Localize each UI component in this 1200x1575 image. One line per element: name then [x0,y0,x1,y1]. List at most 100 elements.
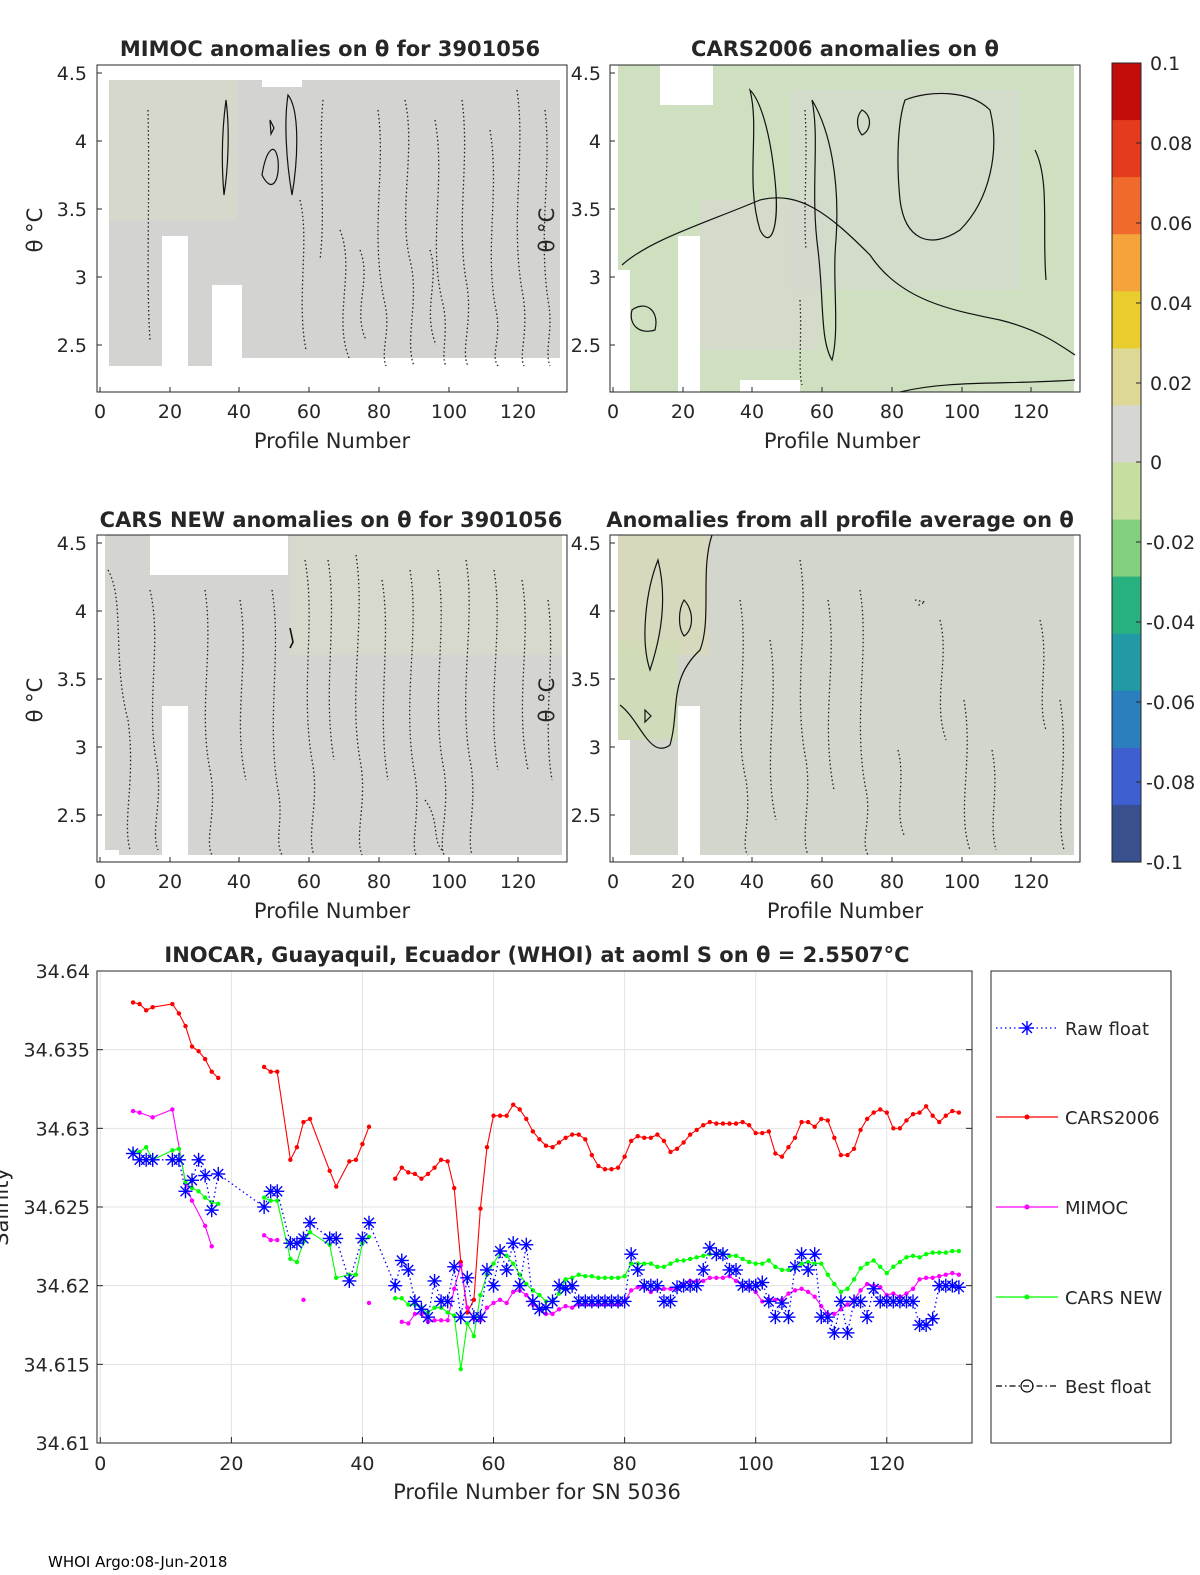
series-point-cars-new [858,1266,863,1271]
series-point-cars2006 [694,1127,699,1133]
raw-float-point [499,1262,514,1277]
series-point-cars-new [432,1305,437,1310]
series-point-cars-new [170,1148,175,1153]
raw-float-point [729,1262,744,1277]
xtick-label: 0 [94,1453,106,1475]
series-point-cars2006 [714,1121,719,1126]
series-point-cars2006 [334,1184,339,1189]
series-point-mimoc [556,1307,562,1312]
colorbar-cell [1112,462,1141,521]
raw-float-point [257,1200,272,1214]
series-point-cars2006 [301,1119,306,1125]
series-point-cars2006 [701,1122,706,1128]
series-point-cars2006 [419,1176,424,1181]
series-point-cars2006 [576,1132,581,1137]
cars2006-panel: CARS2006 anomalies on θ [535,37,1081,453]
raw-float-point [211,1166,226,1181]
series-point-cars-new [596,1275,601,1281]
series-point-mimoc [950,1270,955,1276]
series-point-cars-new [740,1256,745,1262]
series-point-cars2006 [648,1135,654,1140]
series-point-mimoc [406,1321,411,1326]
raw-float-point [519,1237,534,1252]
series-point-mimoc [209,1244,214,1249]
cars-new-missing-bottom [97,850,119,862]
colorbar-cell [1112,63,1141,121]
series-point-cars2006 [956,1110,962,1115]
series-point-cars2006 [760,1130,765,1136]
mimoc-missing-bottom [242,358,567,392]
series-point-cars2006 [510,1102,516,1107]
raw-float-point [853,1294,868,1309]
cars2006-xtick-label-60: 60 [810,401,834,423]
series-point-cars2006 [589,1152,595,1158]
series-point-cars2006 [307,1116,313,1122]
salinity-xlabel: Profile Number for SN 5036 [393,1480,681,1504]
series-point-cars-new [622,1274,627,1279]
salinity-ticks: 0 20 40 60 80 100 120 34.61 34.615 34.62 34.625 34.… [24,961,972,1475]
cars2006-contour-8 [899,379,1076,392]
series-point-cars-new [406,1302,411,1307]
mimoc-contour-4 [269,119,275,137]
legend-label-mimoc: MIMOC [1065,1198,1128,1219]
series-point-mimoc [445,1318,450,1323]
cars2006-xtick-label-100: 100 [944,401,980,423]
cars2006-contour-5 [1034,149,1047,281]
series-point-cars2006 [891,1126,896,1131]
raw-float-point [801,1262,816,1277]
series-point-mimoc [366,1300,372,1306]
series-point-cars-new [471,1333,477,1339]
footer-stamp: WHOI Argo:08-Jun-2018 [48,1553,228,1571]
cars-new-xtick-label-80: 80 [367,871,391,893]
cars-new-ytick-label-3: 3 [75,737,87,759]
cars-new-xtick-label-60: 60 [297,871,321,893]
series-point-cars2006 [937,1119,942,1125]
series-point-cars2006 [884,1110,889,1115]
series-point-cars-new [950,1248,955,1254]
series-point-cars-new [563,1277,568,1282]
cars2006-dot-1 [804,109,807,251]
colorbar-label-0.02: 0.02 [1150,373,1192,395]
series-point-mimoc [858,1288,863,1293]
ytick-label: 34.615 [24,1354,90,1376]
series-point-mimoc [628,1288,634,1293]
series-point-cars2006 [412,1171,418,1177]
series-point-cars2006 [858,1127,863,1133]
cars-new-anomaly-tint [290,535,562,655]
series-point-cars-new [491,1261,496,1266]
series-point-cars-new [589,1274,595,1279]
mimoc-xtick-label-60: 60 [297,401,321,423]
series-point-mimoc [465,1305,470,1310]
raw-float-point [204,1203,219,1218]
mimoc-dot-11 [543,109,551,367]
raw-float-point [198,1168,213,1183]
series-point-mimoc [452,1286,457,1292]
series-point-cars-new [530,1288,536,1293]
series-point-cars-new [694,1255,699,1260]
series-point-cars-new [832,1281,837,1287]
cars-new-xlabel: Profile Number [254,899,411,923]
salinity-chart: INOCAR, Guayaquil, Ecuador (WHOI) at aom… [0,943,1172,1504]
colorbar-label-0.06: 0.06 [1150,213,1192,235]
mimoc-dot-12 [359,249,367,341]
series-point-cars-new [399,1296,404,1301]
raw-float-point [525,1294,540,1309]
series-point-mimoc [891,1291,896,1296]
series-point-cars2006 [261,1064,267,1070]
ytick-label: 34.63 [36,1118,90,1140]
raw-float-point [1020,1021,1034,1035]
cars2006-ytick-label-2.5: 2.5 [571,335,601,357]
series-point-cars2006 [674,1146,680,1151]
raw-float-point [479,1262,494,1277]
cars-new-dot-7 [327,559,335,761]
series-point-cars-new [773,1264,778,1269]
series-point-cars-new [307,1229,313,1235]
xtick-label: 100 [738,1453,774,1475]
series-point-mimoc [943,1272,948,1277]
series-point-mimoc [733,1278,739,1284]
mimoc-contour-1 [221,99,229,196]
series-point-cars2006 [465,1310,470,1315]
legend-marker-mimoc [1024,1204,1030,1210]
cars-new-missing-top [150,535,288,575]
series-point-mimoc [550,1311,555,1317]
